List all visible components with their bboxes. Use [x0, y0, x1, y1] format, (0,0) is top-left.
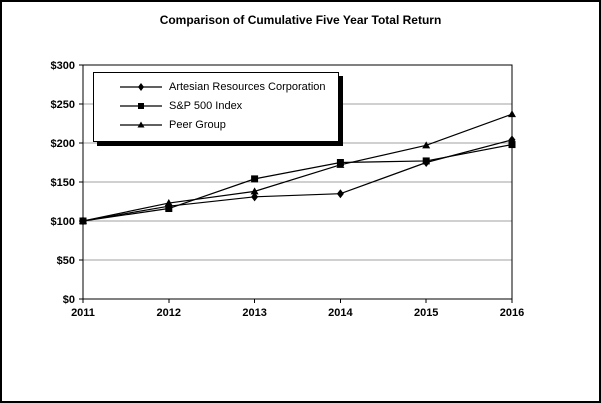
x-axis-label: 2014	[328, 307, 353, 319]
x-axis-label: 2015	[414, 307, 438, 319]
y-axis-label: $200	[51, 138, 75, 150]
data-point-diamond	[251, 192, 259, 202]
data-point-triangle	[79, 217, 87, 224]
data-point-diamond	[336, 189, 344, 199]
y-axis-label: $300	[51, 60, 75, 72]
chart-title: Comparison of Cumulative Five Year Total…	[159, 13, 442, 27]
data-point-triangle	[164, 199, 173, 207]
legend-item-peer-group: Peer Group	[120, 117, 332, 133]
series-line	[82, 143, 513, 222]
y-axis-label: $50	[57, 255, 75, 267]
y-axis-label: $150	[51, 177, 75, 189]
x-axis-label: 2013	[242, 307, 266, 319]
data-point-triangle	[250, 187, 259, 195]
series-line	[82, 139, 513, 222]
data-point-triangle	[508, 110, 516, 118]
data-point-square	[165, 205, 173, 213]
legend-marker-diamond-icon	[120, 83, 162, 91]
legend-marker-triangle-icon	[120, 121, 162, 128]
x-axis-label: 2016	[500, 307, 524, 319]
legend-label: S&P 500 Index	[169, 100, 243, 112]
legend-item-artesian: Artesian Resources Corporation	[120, 79, 332, 95]
legend-marker	[137, 121, 145, 128]
data-point-square	[508, 141, 516, 149]
series-line	[82, 113, 513, 222]
legend-marker	[138, 83, 144, 91]
legend-box: Artesian Resources Corporation S&P 500 I…	[93, 72, 339, 142]
legend-label: Peer Group	[169, 119, 226, 131]
y-axis-label: $0	[63, 294, 75, 306]
data-point-triangle	[422, 141, 431, 149]
y-axis-label: $250	[51, 99, 75, 111]
data-point-square	[251, 175, 259, 183]
data-point-triangle	[336, 160, 345, 168]
data-point-square	[422, 157, 430, 165]
legend-marker-square-icon	[120, 103, 162, 109]
y-axis-label: $100	[51, 216, 75, 228]
legend-label: Artesian Resources Corporation	[169, 81, 326, 93]
legend-marker	[138, 103, 144, 109]
x-axis-label: 2011	[71, 307, 95, 319]
legend-item-sp500: S&P 500 Index	[120, 98, 332, 114]
x-axis-label: 2012	[157, 307, 181, 319]
